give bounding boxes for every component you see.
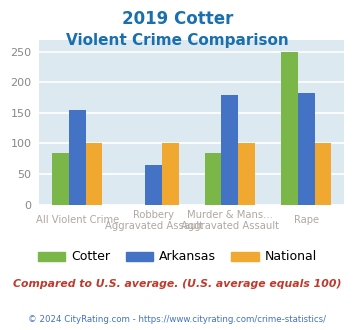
Bar <box>205 153 222 205</box>
Text: Compared to U.S. average. (U.S. average equals 100): Compared to U.S. average. (U.S. average … <box>13 279 342 289</box>
Bar <box>162 143 179 205</box>
Text: 2019 Cotter: 2019 Cotter <box>122 10 233 28</box>
Bar <box>145 165 162 205</box>
Text: © 2024 CityRating.com - https://www.cityrating.com/crime-statistics/: © 2024 CityRating.com - https://www.city… <box>28 315 327 324</box>
Text: Robbery: Robbery <box>133 210 174 219</box>
Bar <box>298 93 315 205</box>
Text: All Violent Crime: All Violent Crime <box>36 215 119 225</box>
Bar <box>281 52 298 205</box>
Text: Violent Crime Comparison: Violent Crime Comparison <box>66 33 289 48</box>
Bar <box>86 143 102 205</box>
Bar <box>238 143 255 205</box>
Text: Aggravated Assault: Aggravated Assault <box>104 221 203 231</box>
Bar <box>315 143 331 205</box>
Bar <box>69 110 86 205</box>
Text: Rape: Rape <box>294 215 319 225</box>
Legend: Cotter, Arkansas, National: Cotter, Arkansas, National <box>33 246 322 269</box>
Bar <box>52 153 69 205</box>
Text: Murder & Mans...: Murder & Mans... <box>187 210 273 219</box>
Text: Aggravated Assault: Aggravated Assault <box>181 221 279 231</box>
Bar <box>222 95 238 205</box>
